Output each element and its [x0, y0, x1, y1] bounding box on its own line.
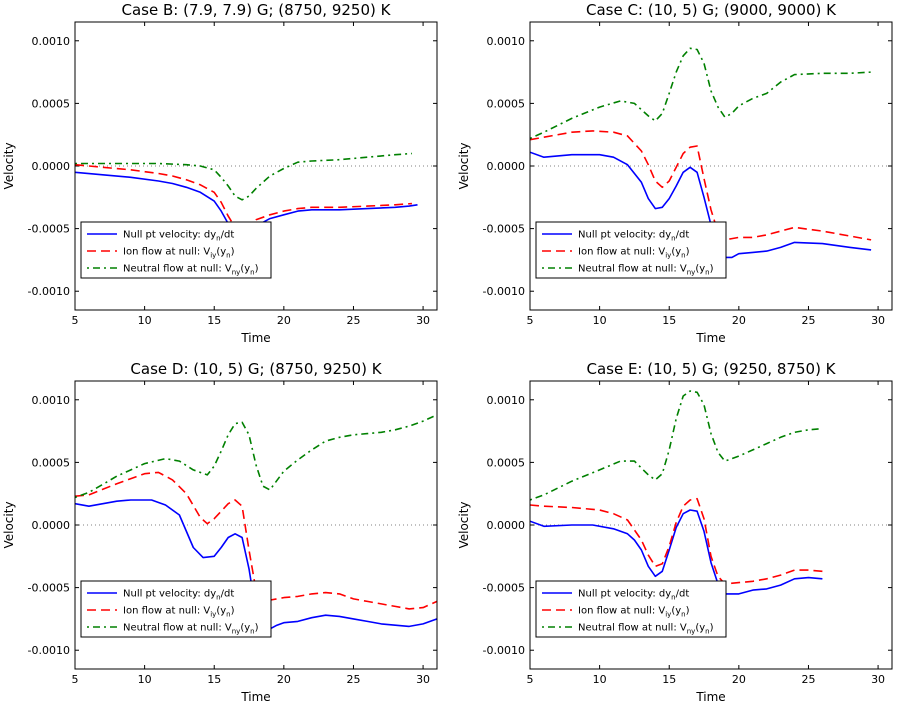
x-tick-label: 5: [72, 673, 79, 686]
legend-entry-label: Neutral flow at null: Vny(yn): [123, 264, 259, 277]
legend-entry-label: Null pt velocity: dyn/dt: [123, 589, 234, 602]
x-tick-label: 10: [593, 673, 607, 686]
series-line-ion-flow: [530, 497, 823, 585]
x-tick-label: 20: [732, 314, 746, 327]
chart-title: Case C: (10, 5) G; (9000, 9000) K: [586, 1, 837, 19]
x-axis-label: Time: [695, 331, 725, 345]
legend-entry-label: Ion flow at null: Viy(yn): [123, 606, 235, 619]
y-tick-label: -0.0010: [28, 285, 70, 298]
x-tick-label: 25: [801, 314, 815, 327]
x-tick-label: 25: [346, 314, 360, 327]
legend-entry-label: Ion flow at null: Viy(yn): [578, 606, 690, 619]
series-line-null-pt-velocity: [530, 509, 823, 595]
legend-entry-label: Ion flow at null: Viy(yn): [123, 247, 235, 260]
y-tick-label: 0.0010: [32, 394, 71, 407]
x-tick-label: 25: [801, 673, 815, 686]
x-tick-label: 20: [277, 314, 291, 327]
x-tick-label: 30: [871, 314, 885, 327]
y-axis-label: Velocity: [457, 142, 471, 189]
chart-panel-1: Case B: (7.9, 7.9) G; (8750, 9250) K 5 10 1…: [2, 1, 438, 345]
y-tick-label: 0.0000: [32, 519, 71, 532]
series-line-ion-flow: [75, 163, 412, 232]
plot-frame: [529, 21, 893, 311]
legend: Null pt velocity: dyn/dt Ion flow at null…: [535, 580, 727, 638]
y-tick-label: 0.0005: [487, 456, 526, 469]
y-tick-label: 0.0010: [32, 35, 71, 48]
y-tick-label: 0.0000: [32, 160, 71, 173]
x-tick-label: 30: [416, 673, 430, 686]
chart-panel-4: Case E: (10, 5) G; (9250, 8750) K 5 10 15 20…: [457, 360, 893, 704]
x-tick-label: 10: [593, 314, 607, 327]
x-tick-label: 15: [207, 673, 221, 686]
plot-frame: [74, 380, 438, 670]
series-line-neutral-flow: [75, 414, 437, 499]
legend-entry-label: Neutral flow at null: Vny(yn): [578, 264, 714, 277]
legend: Null pt velocity: dyn/dt Ion flow at null…: [80, 221, 272, 279]
y-tick-label: 0.0005: [487, 97, 526, 110]
x-axis-label: Time: [240, 331, 270, 345]
x-tick-label: 10: [138, 314, 152, 327]
series-line-neutral-flow: [75, 152, 412, 201]
plot-frame: [529, 380, 893, 670]
x-tick-label: 15: [662, 673, 676, 686]
y-tick-label: -0.0005: [483, 223, 525, 236]
x-tick-label: 20: [732, 673, 746, 686]
series-line-null-pt-velocity: [530, 151, 872, 259]
series-line-ion-flow: [530, 130, 872, 241]
series-line-ion-flow: [75, 471, 437, 610]
legend-entry-label: Neutral flow at null: Vny(yn): [578, 623, 714, 636]
y-tick-label: -0.0005: [483, 582, 525, 595]
y-tick-label: 0.0005: [32, 456, 71, 469]
chart-title: Case E: (10, 5) G; (9250, 8750) K: [586, 360, 836, 378]
chart-panel-3: Case D: (10, 5) G; (8750, 9250) K 5 10 15 20…: [2, 360, 438, 704]
x-tick-label: 10: [138, 673, 152, 686]
y-axis-label: Velocity: [457, 501, 471, 548]
x-tick-label: 30: [416, 314, 430, 327]
series-line-neutral-flow: [530, 47, 872, 140]
y-tick-label: 0.0005: [32, 97, 71, 110]
chart-title: Case B: (7.9, 7.9) G; (8750, 9250) K: [122, 1, 392, 19]
legend-entry-label: Null pt velocity: dyn/dt: [578, 589, 689, 602]
x-tick-label: 5: [527, 314, 534, 327]
y-tick-label: -0.0005: [28, 582, 70, 595]
legend-entry-label: Neutral flow at null: Vny(yn): [123, 623, 259, 636]
y-tick-label: 0.0000: [487, 519, 526, 532]
y-axis-label: Velocity: [2, 142, 16, 189]
x-tick-label: 30: [871, 673, 885, 686]
y-tick-label: -0.0010: [28, 644, 70, 657]
x-tick-label: 25: [346, 673, 360, 686]
legend-entry-label: Null pt velocity: dyn/dt: [578, 230, 689, 243]
y-tick-label: -0.0005: [28, 223, 70, 236]
legend-entry-label: Ion flow at null: Viy(yn): [578, 247, 690, 260]
legend: Null pt velocity: dyn/dt Ion flow at null…: [535, 221, 727, 279]
y-tick-label: 0.0000: [487, 160, 526, 173]
x-axis-label: Time: [240, 690, 270, 704]
chart-title: Case D: (10, 5) G; (8750, 9250) K: [130, 360, 382, 378]
x-tick-label: 5: [527, 673, 534, 686]
legend: Null pt velocity: dyn/dt Ion flow at null…: [80, 580, 272, 638]
y-tick-label: 0.0010: [487, 394, 526, 407]
x-axis-label: Time: [695, 690, 725, 704]
y-tick-label: -0.0010: [483, 285, 525, 298]
y-tick-label: 0.0010: [487, 35, 526, 48]
legend-entry-label: Null pt velocity: dyn/dt: [123, 230, 234, 243]
chart-panel-2: Case C: (10, 5) G; (9000, 9000) K 5 10 15 20…: [457, 1, 893, 345]
x-tick-label: 15: [662, 314, 676, 327]
series-line-neutral-flow: [530, 390, 823, 501]
y-tick-label: -0.0010: [483, 644, 525, 657]
y-axis-label: Velocity: [2, 501, 16, 548]
x-tick-label: 20: [277, 673, 291, 686]
x-tick-label: 15: [207, 314, 221, 327]
x-tick-label: 5: [72, 314, 79, 327]
plot-frame: [74, 21, 438, 311]
